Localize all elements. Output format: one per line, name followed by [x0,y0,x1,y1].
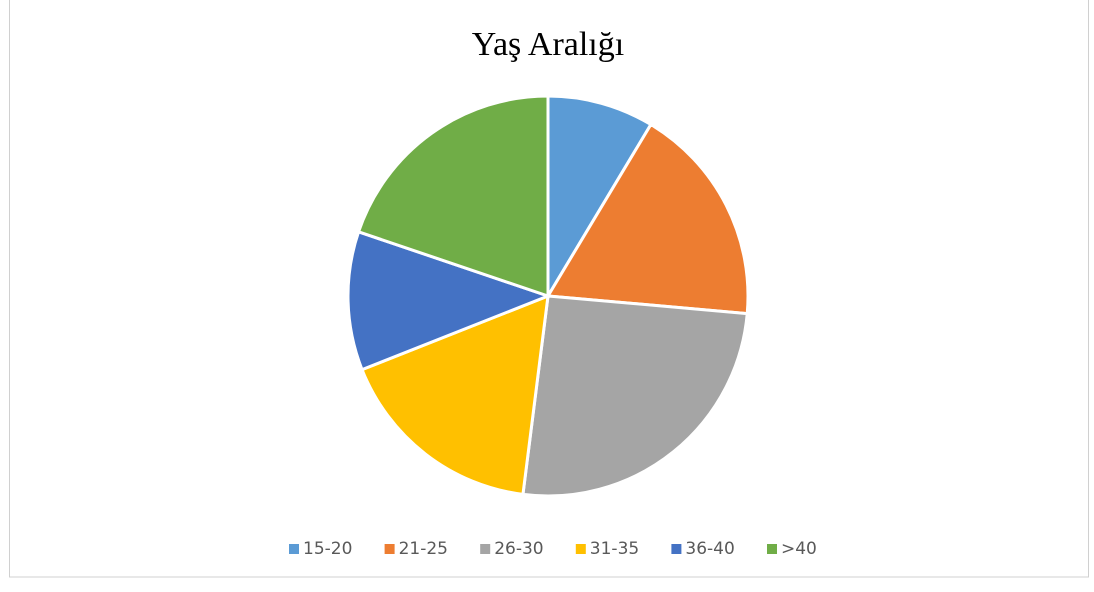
legend-label: 21-25 [399,539,448,559]
legend-swatch [480,544,491,554]
legend-label: >40 [781,539,817,559]
pie-slice [521,294,749,498]
legend-label: 36-40 [685,539,734,559]
legend-label: 15-20 [303,539,352,559]
legend-label: 26-30 [494,539,543,559]
pie-slice [546,94,653,298]
legend-swatch [767,544,777,554]
legend-swatch [384,544,395,554]
pie-slice [357,94,550,298]
legend-label: 31-35 [590,539,639,559]
pie-slice [546,122,750,316]
chart-title: Yaş Aralığı [472,26,624,63]
legend-swatch [289,544,299,554]
pie-slice [346,230,550,372]
pie-slice [360,294,550,496]
legend-swatch [575,544,586,554]
legend-swatch [671,544,682,554]
